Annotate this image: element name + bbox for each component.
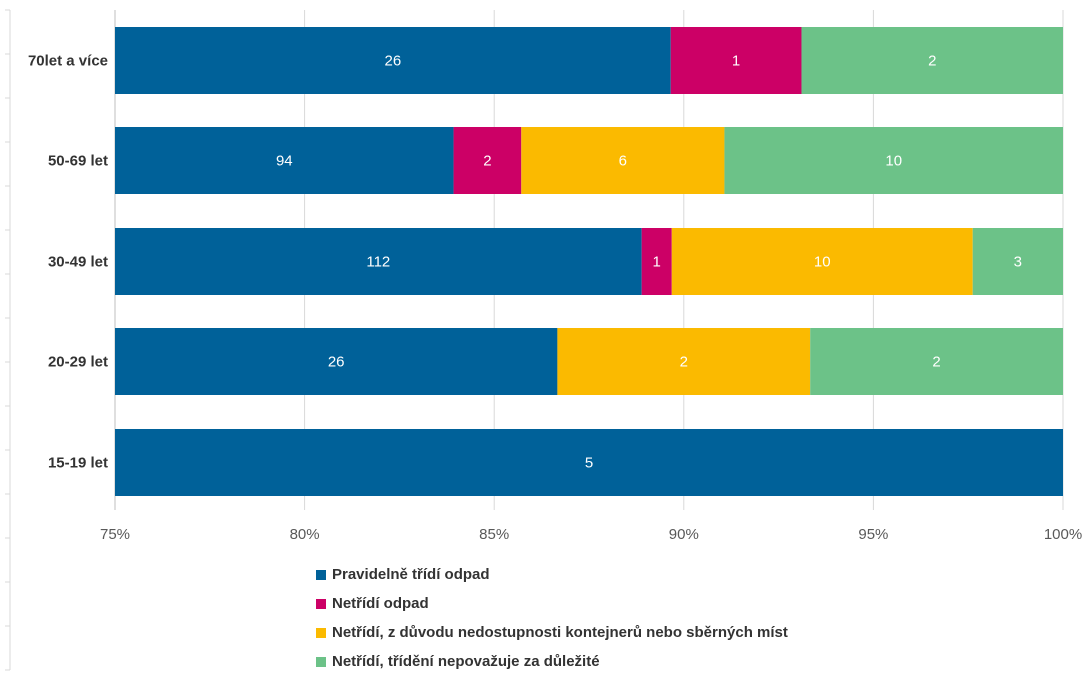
data-label: 2	[680, 354, 688, 371]
x-tick-label: 90%	[669, 526, 699, 543]
legend-swatch	[316, 627, 326, 638]
data-label: 10	[885, 153, 902, 170]
bar-segment	[724, 127, 1063, 194]
bar-segment	[557, 328, 811, 395]
category-label: 30-49 let	[48, 254, 108, 271]
data-label: 1	[653, 254, 661, 271]
data-label: 1	[732, 53, 740, 70]
x-axis-tick-labels: 75% 80% 85% 90% 95% 100%	[100, 526, 1082, 543]
x-tick-label: 95%	[858, 526, 888, 543]
legend-swatch	[316, 656, 326, 667]
legend-label: Netřídí, z důvodu nedostupnosti kontejne…	[332, 624, 788, 641]
x-tick-label: 80%	[290, 526, 320, 543]
x-tick-label: 100%	[1044, 526, 1082, 543]
legend-item: Pravidelně třídí odpad	[316, 560, 788, 589]
data-label: 26	[328, 354, 345, 371]
bar-segment	[115, 228, 642, 295]
bar-segment	[115, 328, 558, 395]
legend-label: Netřídí odpad	[332, 595, 429, 612]
bar-segment	[670, 27, 802, 94]
data-label: 26	[385, 53, 402, 70]
bar-segment	[801, 27, 1063, 94]
data-label: 2	[928, 53, 936, 70]
bar-segment	[453, 127, 522, 194]
category-labels: 70let a více 50-69 let 30-49 let 20-29 let 1…	[28, 53, 108, 472]
legend-swatch	[316, 598, 326, 609]
bar-segment	[115, 27, 671, 94]
legend-swatch	[316, 569, 326, 580]
bar-segment	[521, 127, 725, 194]
bar-segment	[972, 228, 1063, 295]
legend-item: Netřídí odpad	[316, 589, 788, 618]
bar-segment	[115, 429, 1063, 496]
legend-item: Netřídí, třídění nepovažuje za důležité	[316, 647, 788, 676]
data-label: 3	[1014, 254, 1022, 271]
x-tick-label: 85%	[479, 526, 509, 543]
category-label: 70let a více	[28, 53, 108, 70]
category-label: 15-19 let	[48, 455, 108, 472]
bar-segment	[671, 228, 973, 295]
data-label: 10	[814, 254, 831, 271]
legend-item: Netřídí, z důvodu nedostupnosti kontejne…	[316, 618, 788, 647]
data-label: 2	[932, 354, 940, 371]
data-label: 5	[585, 455, 593, 472]
x-tick-label: 75%	[100, 526, 130, 543]
legend: Pravidelně třídí odpad Netřídí odpad Netří…	[316, 560, 788, 676]
bar-segment	[641, 228, 672, 295]
bars	[115, 27, 1063, 496]
bar-segment	[810, 328, 1063, 395]
bar-segment	[115, 127, 454, 194]
legend-label: Netřídí, třídění nepovažuje za důležité	[332, 653, 600, 670]
y-axis	[5, 9, 116, 671]
data-label: 2	[483, 153, 491, 170]
data-label: 112	[366, 254, 390, 271]
data-label: 6	[619, 153, 627, 170]
category-label: 50-69 let	[48, 153, 108, 170]
legend-label: Pravidelně třídí odpad	[332, 566, 490, 583]
data-label: 94	[276, 153, 293, 170]
category-label: 20-29 let	[48, 354, 108, 371]
